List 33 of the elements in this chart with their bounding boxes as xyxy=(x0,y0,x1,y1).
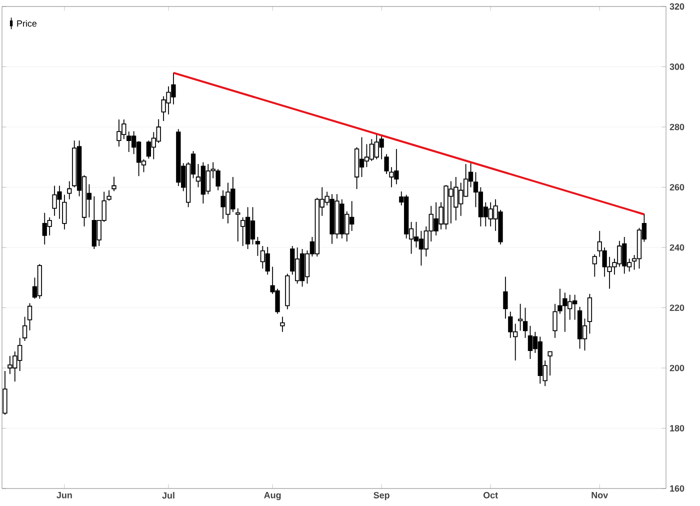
y-tick-label: 320 xyxy=(670,3,684,10)
y-tick-label: 300 xyxy=(670,63,684,70)
y-tick-label: 220 xyxy=(670,304,684,311)
candlestick xyxy=(255,236,260,256)
y-tick-label: 200 xyxy=(670,364,684,371)
candlestick xyxy=(518,303,523,331)
candlestick xyxy=(106,190,112,202)
candlestick xyxy=(503,276,508,319)
legend-label: Price xyxy=(17,20,37,26)
x-tick-label: Oct xyxy=(483,492,498,498)
candlestick xyxy=(384,153,389,174)
candlestick xyxy=(236,208,240,242)
candlestick xyxy=(22,316,28,342)
candlestick xyxy=(280,316,285,332)
candlestick xyxy=(27,302,32,331)
candlestick xyxy=(548,351,552,376)
y-tick-label: 160 xyxy=(670,485,684,492)
y-tick-label: 240 xyxy=(670,244,684,250)
candlestick xyxy=(67,180,72,200)
candlestick xyxy=(592,254,597,277)
candlestick xyxy=(522,307,528,338)
candlestick xyxy=(112,176,116,192)
x-tick-label: Jul xyxy=(162,492,174,498)
x-tick-label: Jun xyxy=(56,492,72,498)
x-tick-label: Sep xyxy=(374,492,390,500)
x-tick-label: Nov xyxy=(592,492,608,498)
y-tick-label: 280 xyxy=(670,124,684,130)
candlestick xyxy=(587,293,592,334)
candlestick xyxy=(62,194,67,230)
x-tick-label: Aug xyxy=(264,492,281,500)
y-tick-label: 180 xyxy=(670,424,684,432)
y-tick-label: 260 xyxy=(670,184,684,190)
candlestick xyxy=(552,303,558,338)
